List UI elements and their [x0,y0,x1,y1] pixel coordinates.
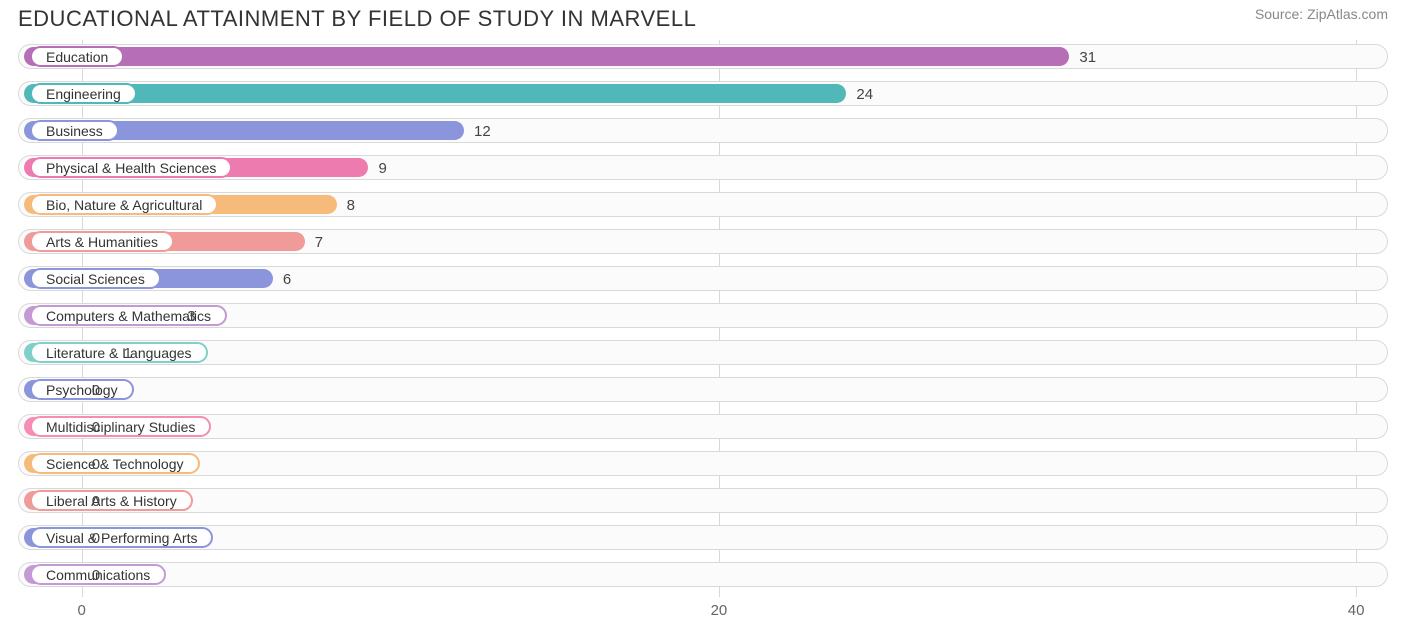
bar-row: Business 12 [18,114,1388,147]
bar-value-label: 0 [92,565,100,585]
bar-label-pill: Visual & Performing Arts [30,527,213,548]
bar-track [18,562,1388,587]
bar-value-label: 24 [856,84,873,104]
x-axis-tick: 0 [78,602,86,619]
bar-track [18,451,1388,476]
bar-track [18,377,1388,402]
bar-row: Visual & Performing Arts0 [18,521,1388,554]
bar-value-label: 0 [92,454,100,474]
bar-value-label: 6 [283,269,291,289]
bar-row: Engineering 24 [18,77,1388,110]
bar-value-label: 0 [92,417,100,437]
bar-label-pill: Education [30,46,124,67]
chart-area: Education31Engineering24Business12Physic… [18,40,1388,596]
bar-row: Bio, Nature & Agricultural 8 [18,188,1388,221]
x-axis: 0 20 40 [18,596,1388,626]
bar-row: Computers & Mathematics3 [18,299,1388,332]
bar-label-pill: Liberal Arts & History [30,490,193,511]
bar-label-pill: Arts & Humanities [30,231,174,252]
bar-label-pill: Literature & Languages [30,342,208,363]
bar-row: Liberal Arts & History0 [18,484,1388,517]
bar-row: Arts & Humanities 7 [18,225,1388,258]
bar-label-pill: Engineering [30,83,137,104]
bar-row: Multidisciplinary Studies0 [18,410,1388,443]
bar-value-label: 7 [315,232,323,252]
bar-track [18,414,1388,439]
bar-row: Science & Technology0 [18,447,1388,480]
bar-value-label: 9 [378,158,386,178]
bar-track [18,488,1388,513]
bar-value-label: 31 [1079,47,1096,67]
chart-title: EDUCATIONAL ATTAINMENT BY FIELD OF STUDY… [18,6,696,32]
x-axis-tick: 40 [1348,602,1365,619]
chart-header: EDUCATIONAL ATTAINMENT BY FIELD OF STUDY… [0,0,1406,36]
bar-row: Education 31 [18,40,1388,73]
bar-label-pill: Social Sciences [30,268,161,289]
bar-row: Physical & Health Sciences 9 [18,151,1388,184]
bar-value-label: 0 [92,528,100,548]
bar-value-label: 1 [124,343,132,363]
bar-label-pill: Multidisciplinary Studies [30,416,211,437]
bar-value-label: 0 [92,380,100,400]
bar-value-label: 8 [347,195,355,215]
bar-label-pill: Psychology [30,379,134,400]
bar-value-label: 0 [92,491,100,511]
bar-row: Social Sciences 6 [18,262,1388,295]
x-axis-tick: 20 [711,602,728,619]
bar-track [18,340,1388,365]
bar-label-pill: Computers & Mathematics [30,305,227,326]
chart-source: Source: ZipAtlas.com [1255,6,1388,22]
bar-track [18,525,1388,550]
bar-value-label: 3 [187,306,195,326]
bar-fill [24,47,1069,66]
bar-fill [24,84,846,103]
bar-value-label: 12 [474,121,491,141]
bar-label-pill: Science & Technology [30,453,200,474]
bar-row: Literature & Languages1 [18,336,1388,369]
chart-bars-container: Education31Engineering24Business12Physic… [18,40,1388,596]
bar-label-pill: Bio, Nature & Agricultural [30,194,218,215]
bar-label-pill: Business [30,120,119,141]
bar-label-pill: Physical & Health Sciences [30,157,232,178]
bar-row: Psychology0 [18,373,1388,406]
bar-row: Communications0 [18,558,1388,591]
